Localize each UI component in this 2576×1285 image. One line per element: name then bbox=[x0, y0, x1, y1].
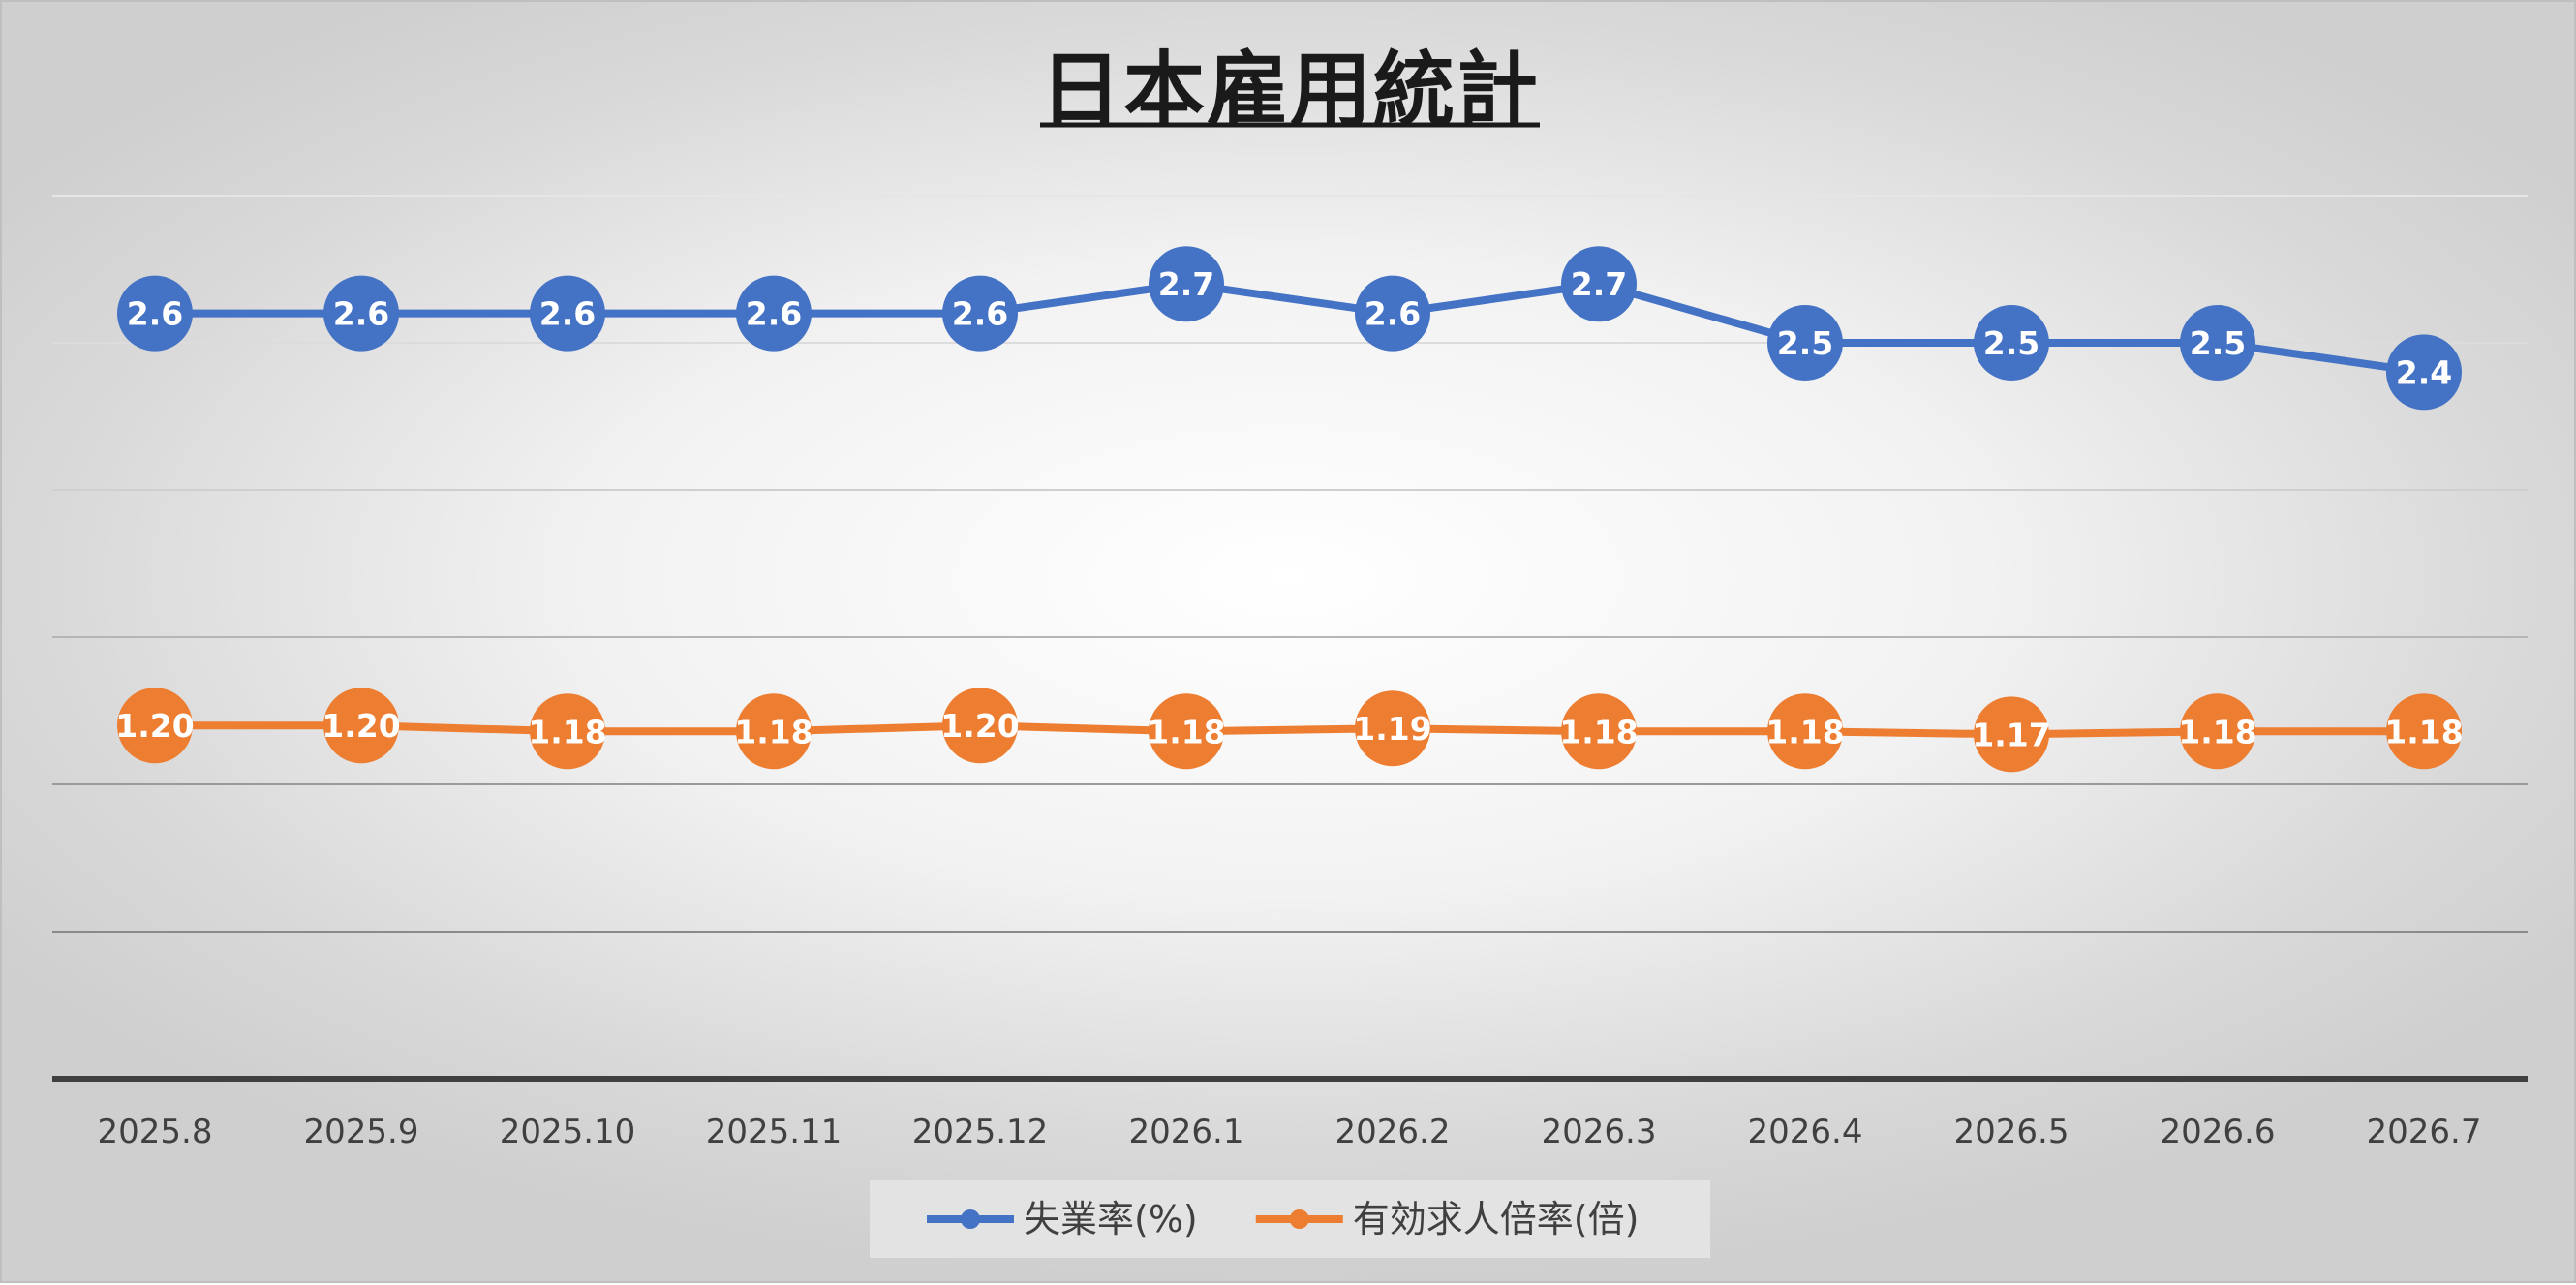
legend-item-2[interactable]: 有効求人倍率(倍) bbox=[1255, 1198, 1640, 1240]
legend-marker bbox=[1289, 1209, 1309, 1229]
x-tick-label: 2026.7 bbox=[2367, 1113, 2482, 1151]
x-tick-label: 2026.1 bbox=[1129, 1113, 1244, 1151]
data-point bbox=[1767, 305, 1843, 381]
data-label: 1.20 bbox=[115, 707, 194, 745]
data-point bbox=[530, 693, 605, 770]
x-tick-label: 2025.12 bbox=[912, 1113, 1049, 1151]
data-label: 2.6 bbox=[1365, 295, 1421, 333]
data-point bbox=[530, 275, 605, 352]
data-point bbox=[1974, 696, 2049, 773]
data-label: 1.18 bbox=[734, 713, 813, 750]
series-2: 1.20 1.20 1.18 1.18 1.20 1.18 1.19 1.18 1.18 1.17… bbox=[115, 688, 2464, 773]
data-label: 2.7 bbox=[1571, 265, 1627, 303]
data-label: 2.6 bbox=[746, 295, 802, 333]
x-tick-label: 2025.11 bbox=[706, 1113, 843, 1151]
x-tick-label: 2026.6 bbox=[2161, 1113, 2276, 1151]
data-point bbox=[2386, 334, 2462, 411]
data-label: 2.6 bbox=[333, 295, 389, 333]
data-point bbox=[117, 275, 193, 352]
data-point bbox=[323, 275, 399, 352]
series-line bbox=[155, 721, 2424, 739]
legend[interactable]: 失業率(%) 有効求人倍率(倍) bbox=[870, 1180, 1710, 1258]
legend-item-1[interactable]: 失業率(%) bbox=[927, 1198, 1198, 1240]
x-tick-label: 2025.9 bbox=[304, 1113, 419, 1151]
series-layer: 2.6 2.6 2.6 2.6 2.6 2.7 2.6 2.7 2.5 2.5 2.5 2.4 1.20… bbox=[115, 246, 2464, 773]
data-label: 1.20 bbox=[940, 707, 1019, 745]
data-label: 2.6 bbox=[127, 295, 183, 333]
data-point bbox=[736, 275, 812, 352]
x-tick-label: 2025.10 bbox=[500, 1113, 636, 1151]
data-label: 1.18 bbox=[1559, 713, 1638, 750]
legend-label: 失業率(%) bbox=[1024, 1198, 1198, 1240]
data-point bbox=[2180, 305, 2255, 381]
legend-label: 有効求人倍率(倍) bbox=[1353, 1198, 1640, 1240]
x-tick-label: 2025.8 bbox=[98, 1113, 213, 1151]
data-point bbox=[2180, 693, 2255, 770]
data-label: 1.19 bbox=[1353, 710, 1431, 748]
legend-marker bbox=[961, 1209, 980, 1229]
data-point bbox=[1355, 690, 1430, 767]
x-tick-label: 2026.5 bbox=[1954, 1113, 2070, 1151]
data-point bbox=[1355, 275, 1430, 352]
data-label: 1.18 bbox=[1147, 713, 1225, 750]
data-label: 1.18 bbox=[528, 713, 606, 750]
chart-title: 日本雇用統計 bbox=[1040, 43, 1540, 138]
x-tick-label: 2026.4 bbox=[1748, 1113, 1863, 1151]
data-point bbox=[1149, 246, 1224, 322]
data-point bbox=[942, 688, 1018, 764]
data-label: 2.5 bbox=[2190, 324, 2246, 362]
data-label: 2.5 bbox=[1983, 324, 2039, 362]
gridlines bbox=[52, 195, 2528, 933]
data-point bbox=[2386, 693, 2462, 770]
data-label: 1.20 bbox=[322, 707, 400, 745]
series-1: 2.6 2.6 2.6 2.6 2.6 2.7 2.6 2.7 2.5 2.5 2.5 2.4 bbox=[117, 246, 2462, 411]
data-label: 1.18 bbox=[2384, 713, 2463, 750]
data-point bbox=[1561, 693, 1637, 770]
data-point bbox=[1149, 693, 1224, 770]
data-label: 2.4 bbox=[2396, 353, 2452, 391]
series-line bbox=[155, 280, 2425, 377]
data-label: 1.18 bbox=[1765, 713, 1844, 750]
data-point bbox=[1767, 693, 1843, 770]
data-point bbox=[323, 688, 399, 764]
data-label: 2.6 bbox=[539, 295, 596, 333]
data-label: 2.6 bbox=[952, 295, 1008, 333]
data-point bbox=[117, 688, 193, 764]
data-point bbox=[942, 275, 1018, 352]
x-tick-label: 2026.3 bbox=[1542, 1113, 1657, 1151]
data-label: 1.17 bbox=[1972, 716, 2050, 753]
data-point bbox=[1974, 305, 2049, 381]
x-tick-label: 2026.2 bbox=[1335, 1113, 1451, 1151]
data-label: 1.18 bbox=[2178, 713, 2256, 750]
data-point bbox=[1561, 246, 1637, 322]
data-label: 2.7 bbox=[1158, 265, 1214, 303]
data-label: 2.5 bbox=[1777, 324, 1833, 362]
data-point bbox=[736, 693, 812, 770]
x-axis: 2025.8 2025.9 2025.10 2025.11 2025.12 2026.1 2… bbox=[52, 1076, 2528, 1151]
